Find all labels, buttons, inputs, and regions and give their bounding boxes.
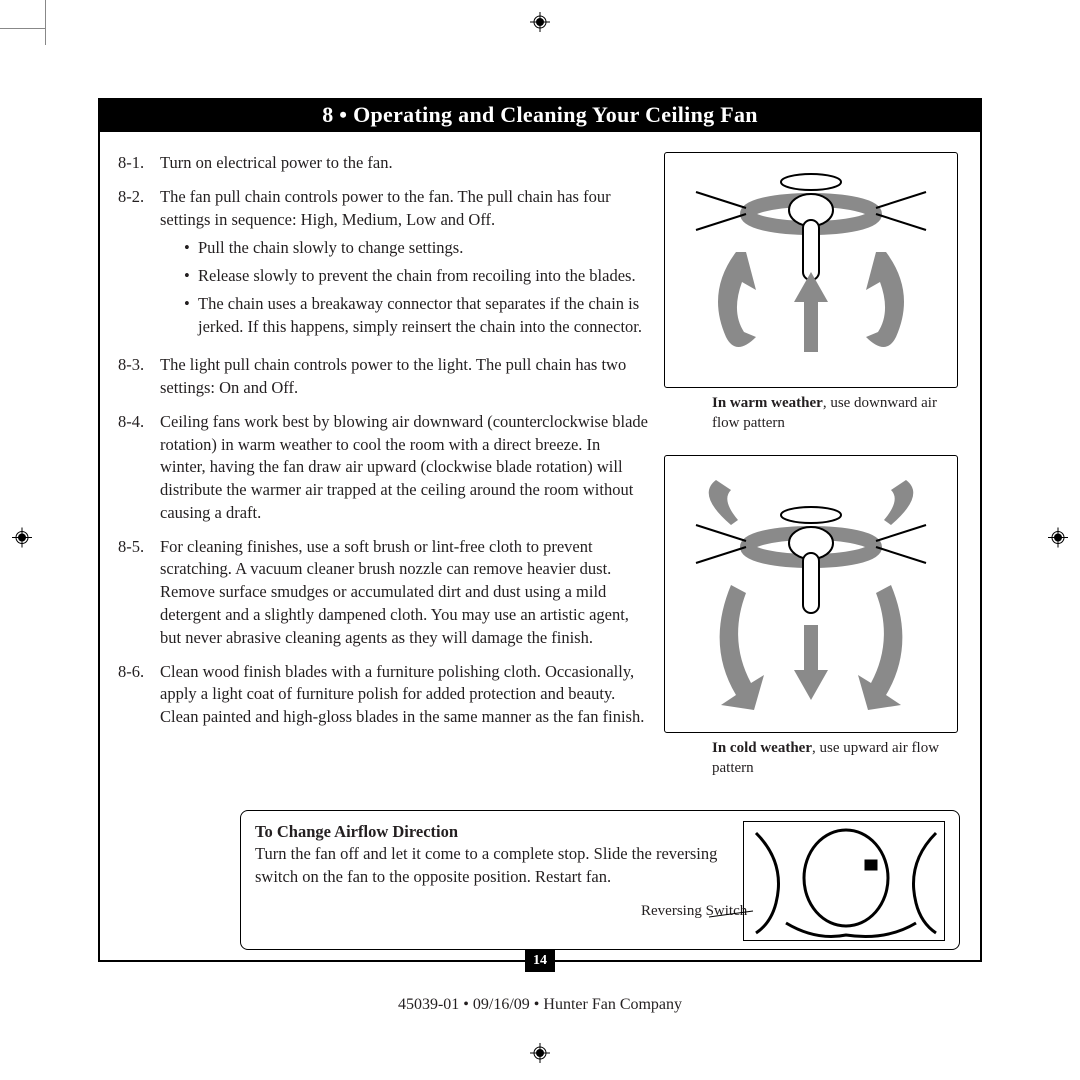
- step-8-3: 8-3. The light pull chain controls power…: [118, 354, 650, 400]
- step-text-span: The fan pull chain controls power to the…: [160, 187, 611, 229]
- page-number: 14: [525, 950, 555, 972]
- step-text: The light pull chain controls power to t…: [160, 354, 650, 400]
- registration-mark-icon: [530, 1043, 550, 1068]
- step-text: The fan pull chain controls power to the…: [160, 186, 650, 344]
- registration-mark-icon: [1048, 528, 1068, 553]
- step-8-1: 8-1. Turn on electrical power to the fan…: [118, 152, 650, 175]
- figure-caption-cold: In cold weather, use upward air flow pat…: [664, 739, 962, 778]
- figures-column: In warm weather, use downward air flow p…: [664, 152, 962, 800]
- step-text: Clean wood finish blades with a furnitur…: [160, 661, 650, 729]
- step-number: 8-1.: [118, 152, 160, 175]
- callout-heading: To Change Airflow Direction: [255, 821, 735, 843]
- step-text: Turn on electrical power to the fan.: [160, 152, 650, 175]
- fan-downward-icon: [676, 162, 946, 378]
- leader-line-icon: [709, 909, 757, 925]
- registration-mark-icon: [530, 12, 550, 37]
- reversing-switch-figure: [743, 821, 945, 941]
- step-8-2: 8-2. The fan pull chain controls power t…: [118, 186, 650, 344]
- fan-upward-icon: [676, 465, 946, 723]
- instructions-column: 8-1. Turn on electrical power to the fan…: [118, 152, 664, 800]
- crop-mark: [0, 28, 45, 29]
- step-number: 8-2.: [118, 186, 160, 344]
- crop-mark: [45, 0, 46, 45]
- reversing-switch-label: Reversing Switch: [641, 903, 747, 920]
- sub-bullets: Pull the chain slowly to change settings…: [160, 237, 650, 338]
- step-number: 8-6.: [118, 661, 160, 729]
- step-8-6: 8-6. Clean wood finish blades with a fur…: [118, 661, 650, 729]
- section-title: 8 • Operating and Cleaning Your Ceiling …: [100, 100, 980, 132]
- figure-warm-weather: [664, 152, 958, 388]
- step-text: For cleaning finishes, use a soft brush …: [160, 536, 650, 650]
- callout-text: To Change Airflow Direction Turn the fan…: [255, 821, 743, 941]
- step-text: Ceiling fans work best by blowing air do…: [160, 411, 650, 525]
- caption-bold: In cold weather: [712, 740, 812, 756]
- bullet: Release slowly to prevent the chain from…: [184, 265, 650, 288]
- fan-motor-icon: [746, 823, 942, 939]
- figure-caption-warm: In warm weather, use downward air flow p…: [664, 394, 962, 433]
- bullet: The chain uses a breakaway connector tha…: [184, 293, 650, 339]
- page-frame: 8 • Operating and Cleaning Your Ceiling …: [98, 98, 982, 962]
- registration-mark-icon: [12, 528, 32, 553]
- caption-bold: In warm weather: [712, 395, 823, 411]
- step-number: 8-5.: [118, 536, 160, 650]
- airflow-direction-callout: To Change Airflow Direction Turn the fan…: [240, 810, 960, 950]
- step-number: 8-4.: [118, 411, 160, 525]
- step-8-5: 8-5. For cleaning finishes, use a soft b…: [118, 536, 650, 650]
- content-area: 8-1. Turn on electrical power to the fan…: [100, 132, 980, 810]
- bullet: Pull the chain slowly to change settings…: [184, 237, 650, 260]
- figure-cold-weather: [664, 455, 958, 733]
- step-number: 8-3.: [118, 354, 160, 400]
- step-8-4: 8-4. Ceiling fans work best by blowing a…: [118, 411, 650, 525]
- footer-text: 45039-01 • 09/16/09 • Hunter Fan Company: [398, 996, 682, 1014]
- callout-body: Turn the fan off and let it come to a co…: [255, 843, 735, 888]
